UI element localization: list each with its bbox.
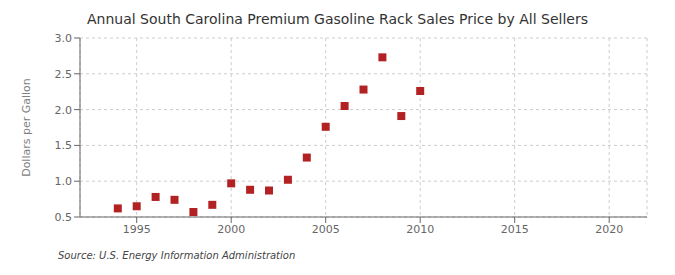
svg-text:0.5: 0.5 xyxy=(55,211,73,224)
svg-text:2000: 2000 xyxy=(217,223,245,236)
svg-text:2015: 2015 xyxy=(501,223,529,236)
html-text:Source: U.S. Energy Informatio: Source: U.S. Energy Information Administ… xyxy=(58,250,296,261)
svg-text:2005: 2005 xyxy=(312,223,340,236)
svg-text:Dollars per Gallon: Dollars per Gallon xyxy=(20,78,33,177)
svg-text:2.5: 2.5 xyxy=(55,68,73,81)
svg-text:1.5: 1.5 xyxy=(55,139,73,152)
svg-text:1.0: 1.0 xyxy=(55,175,73,188)
svg-text:2010: 2010 xyxy=(406,223,434,236)
svg-text:1995: 1995 xyxy=(123,223,151,236)
svg-text:2020: 2020 xyxy=(595,223,623,236)
svg-text:2.0: 2.0 xyxy=(55,104,73,117)
svg-text:3.0: 3.0 xyxy=(55,32,73,45)
html-text:Annual South Carolina Premium: Annual South Carolina Premium Gasoline R… xyxy=(87,11,588,27)
